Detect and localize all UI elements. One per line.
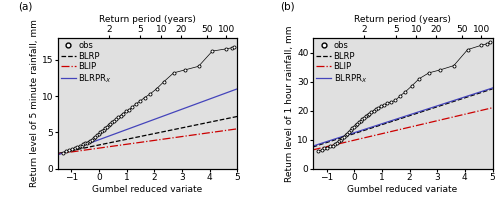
- X-axis label: Gumbel reduced variate: Gumbel reduced variate: [92, 185, 202, 194]
- Legend: obs, BLRP, BLIP, BLRPR$_X$: obs, BLRP, BLIP, BLRPR$_X$: [60, 41, 112, 85]
- Y-axis label: Return level of 5 minute rainfall, mm: Return level of 5 minute rainfall, mm: [30, 19, 39, 187]
- X-axis label: Return period (years): Return period (years): [354, 15, 451, 24]
- Text: (a): (a): [18, 1, 32, 11]
- Text: (b): (b): [280, 1, 295, 11]
- X-axis label: Gumbel reduced variate: Gumbel reduced variate: [348, 185, 458, 194]
- Y-axis label: Return level of 1 hour rainfall, mm: Return level of 1 hour rainfall, mm: [286, 25, 294, 182]
- Legend: obs, BLRP, BLIP, BLRPR$_X$: obs, BLRP, BLIP, BLRPR$_X$: [315, 41, 368, 85]
- X-axis label: Return period (years): Return period (years): [99, 15, 196, 24]
